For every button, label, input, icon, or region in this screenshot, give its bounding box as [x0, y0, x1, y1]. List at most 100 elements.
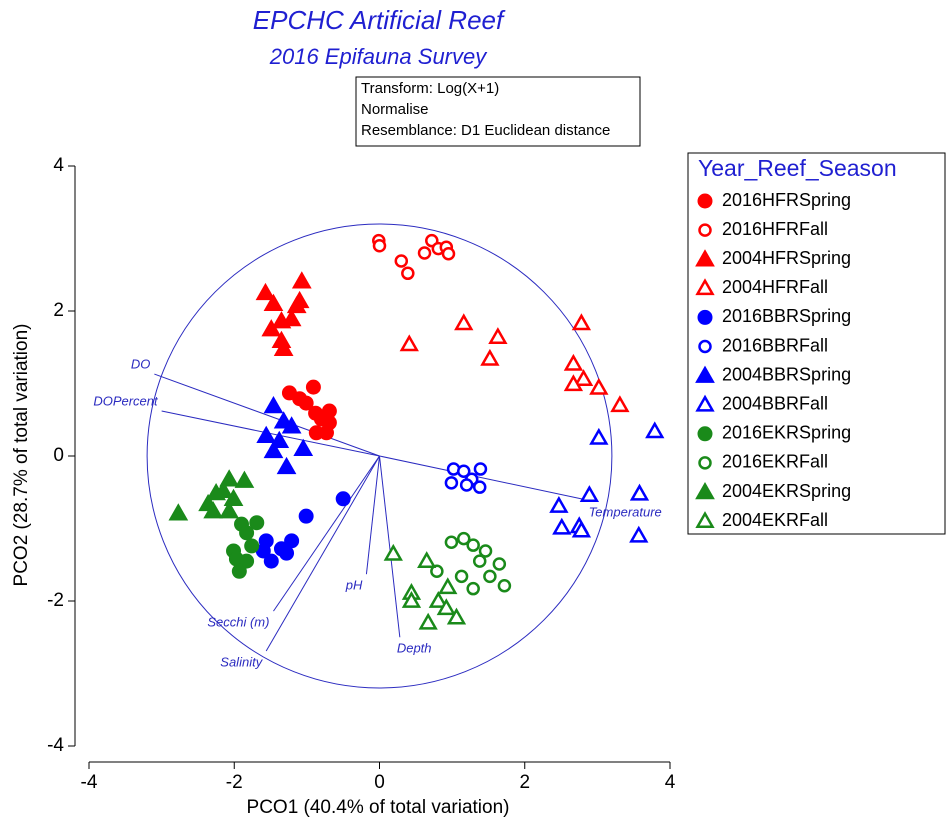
legend-label: 2004BBRSpring	[722, 364, 851, 384]
y-tick-label: 0	[53, 445, 64, 466]
point	[273, 338, 294, 356]
point	[629, 525, 649, 543]
point	[263, 395, 284, 414]
legend-label: 2016EKRFall	[722, 452, 828, 472]
vector	[265, 455, 380, 652]
x-tick-label: 2	[519, 772, 530, 793]
vector-label: pH	[345, 578, 363, 593]
point	[589, 427, 609, 445]
point	[456, 464, 471, 478]
x-tick-label: 0	[374, 772, 385, 793]
point	[394, 254, 409, 268]
legend-marker	[698, 339, 712, 354]
legend-label: 2016BBRFall	[722, 335, 828, 355]
legend-label: 2004HFRSpring	[722, 248, 851, 268]
correlation-circle	[146, 223, 613, 689]
point	[645, 421, 665, 439]
point	[289, 290, 310, 309]
y-tick-label: -2	[47, 590, 64, 611]
point	[589, 377, 609, 395]
point	[441, 246, 456, 261]
point	[456, 531, 471, 546]
legend-label: 2016HFRFall	[722, 219, 828, 239]
legend-label: 2016BBRSpring	[722, 306, 851, 326]
point	[298, 508, 314, 524]
point	[552, 517, 572, 535]
legend-marker	[698, 456, 712, 470]
point	[483, 569, 497, 584]
x-axis-label: PCO1 (40.4% of total variation)	[247, 797, 510, 818]
point	[430, 564, 444, 579]
point	[459, 478, 474, 492]
point	[573, 369, 594, 387]
annotation: Normalise	[361, 101, 429, 118]
point	[281, 308, 302, 327]
point	[492, 557, 507, 571]
legend-label: 2004HFRFall	[722, 277, 828, 297]
point	[497, 579, 512, 593]
chart-subtitle: 2016 Epifauna Survey	[269, 44, 488, 69]
point	[291, 271, 312, 289]
legend-label: 2004BBRFall	[722, 393, 828, 413]
point	[231, 563, 247, 579]
point	[213, 480, 234, 499]
legend-marker	[695, 249, 715, 267]
point	[293, 438, 314, 456]
point	[417, 246, 432, 260]
point	[472, 554, 487, 568]
chart-title: EPCHC Artificial Reef	[253, 5, 506, 35]
point	[563, 374, 584, 392]
point	[472, 480, 487, 494]
annotation-box	[355, 76, 641, 147]
point	[249, 515, 265, 531]
vector-label: Temperature	[589, 504, 662, 519]
point	[219, 469, 240, 487]
x-tick-label: -2	[226, 772, 243, 793]
point	[383, 543, 403, 561]
y-tick-label: 4	[53, 155, 64, 176]
point	[454, 313, 474, 331]
vector	[379, 455, 592, 502]
point	[219, 501, 240, 519]
vector-label: Depth	[397, 641, 432, 656]
point	[488, 327, 508, 344]
legend-marker	[695, 394, 715, 412]
point	[436, 598, 456, 616]
legend-label: 2016HFRSpring	[722, 190, 851, 210]
point	[444, 476, 459, 490]
legend-marker	[695, 481, 715, 500]
y-tick-label: -4	[47, 735, 64, 756]
point	[244, 538, 260, 554]
point	[168, 503, 189, 521]
annotation: Resemblance: D1 Euclidean distance	[361, 122, 610, 139]
point	[480, 348, 500, 366]
point	[428, 590, 448, 608]
legend-marker	[698, 223, 712, 237]
point	[298, 395, 314, 411]
legend-marker	[695, 365, 715, 383]
point	[417, 551, 437, 568]
legend-marker	[695, 511, 715, 528]
point	[466, 581, 480, 596]
point	[335, 491, 351, 507]
point	[454, 569, 469, 584]
point	[263, 293, 284, 311]
point	[444, 535, 459, 550]
point	[446, 607, 467, 625]
point	[478, 544, 493, 558]
vector-label: DO	[131, 357, 151, 372]
point	[466, 538, 480, 552]
legend-box	[687, 152, 946, 535]
point	[239, 525, 255, 541]
point	[279, 545, 295, 561]
point	[281, 416, 302, 434]
point	[305, 379, 321, 395]
legend-label: 2004EKRSpring	[722, 481, 851, 501]
y-tick-label: 2	[53, 300, 64, 321]
legend-title: Year_Reef_Season	[698, 155, 897, 181]
point	[610, 395, 630, 413]
point	[256, 425, 277, 443]
legend-label: 2016EKRSpring	[722, 423, 851, 443]
point	[579, 485, 600, 503]
